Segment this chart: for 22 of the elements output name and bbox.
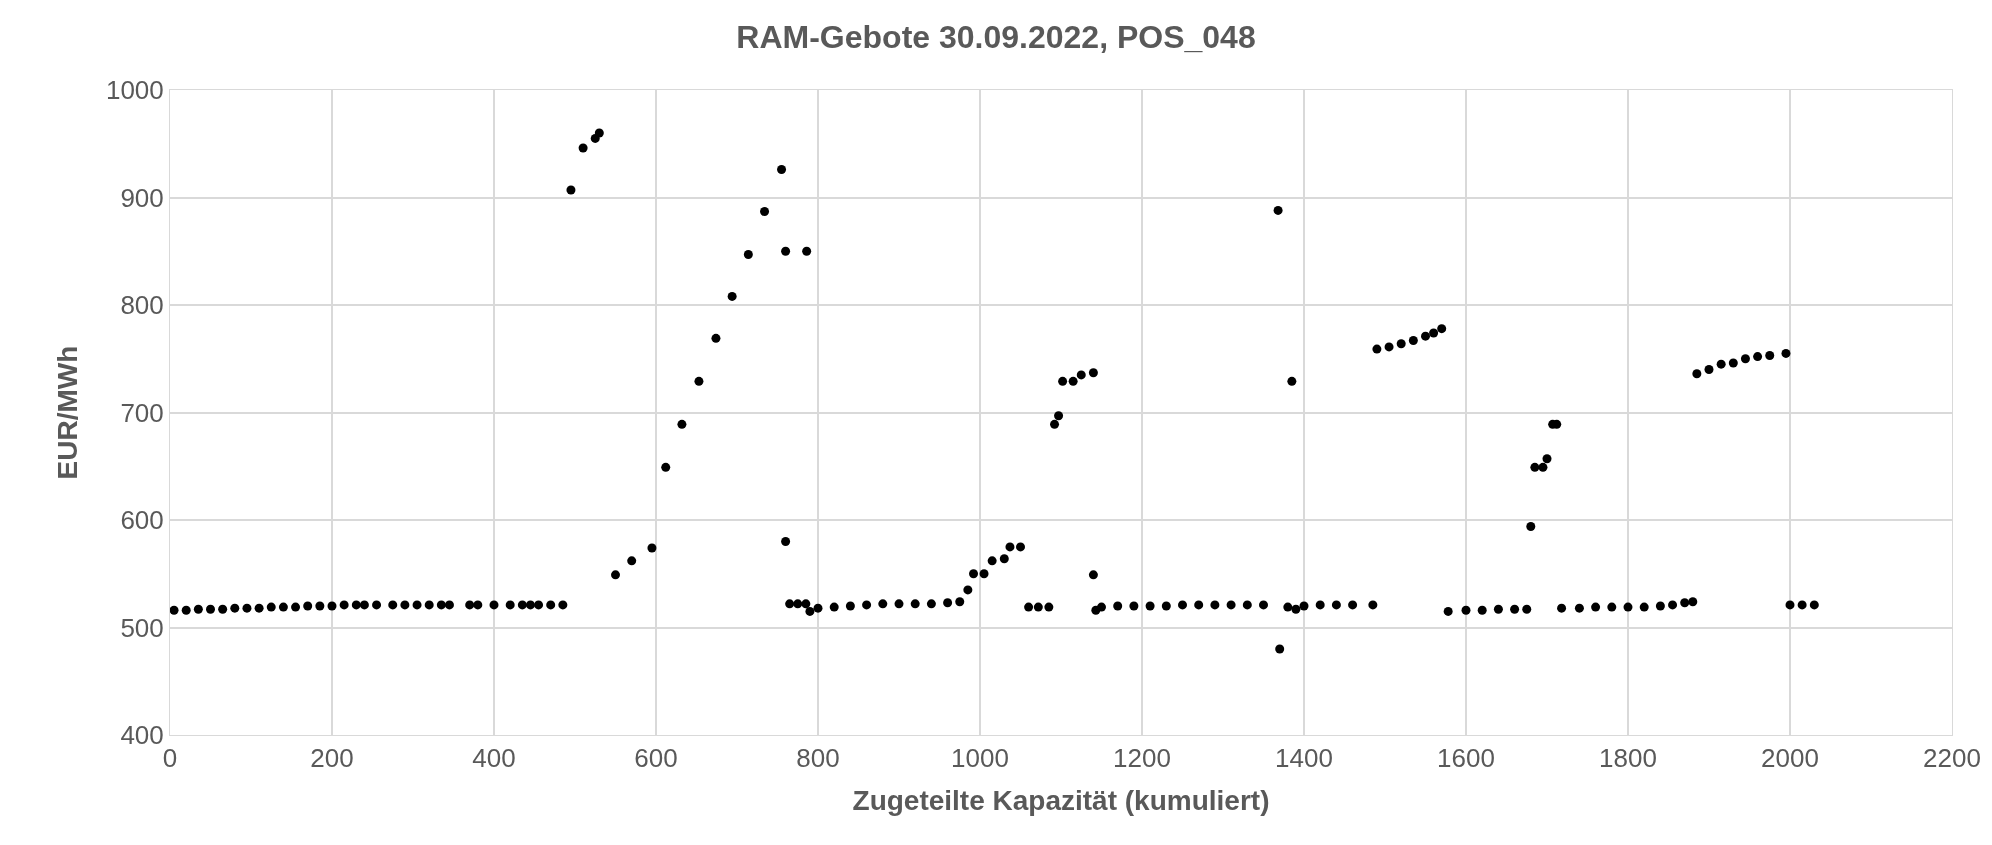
x-tick-label: 0 (162, 743, 178, 774)
y-tick-label: 900 (120, 182, 164, 213)
x-tick-label: 400 (472, 743, 516, 774)
y-tick-label: 400 (120, 720, 164, 751)
x-tick-label: 1000 (951, 743, 1009, 774)
x-tick-label: 600 (634, 743, 678, 774)
y-tick-label: 700 (120, 397, 164, 428)
x-tick-label: 200 (310, 743, 354, 774)
x-tick-label: 1800 (1599, 743, 1657, 774)
x-tick-label: 800 (796, 743, 840, 774)
y-tick-label: 500 (120, 612, 164, 643)
x-tick-label: 1200 (1113, 743, 1171, 774)
y-tick-label: 800 (120, 290, 164, 321)
y-tick-label: 1000 (105, 75, 164, 106)
x-tick-label: 2200 (1923, 743, 1981, 774)
chart-title: RAM-Gebote 30.09.2022, POS_048 (736, 18, 1256, 55)
x-tick-label: 2000 (1761, 743, 1819, 774)
y-tick-label: 600 (120, 505, 164, 536)
x-tick-label: 1400 (1275, 743, 1333, 774)
y-axis-title: EUR/MWh (51, 345, 83, 480)
x-axis-title: Zugeteilte Kapazität (kumuliert) (852, 785, 1270, 817)
x-tick-label: 1600 (1437, 743, 1495, 774)
